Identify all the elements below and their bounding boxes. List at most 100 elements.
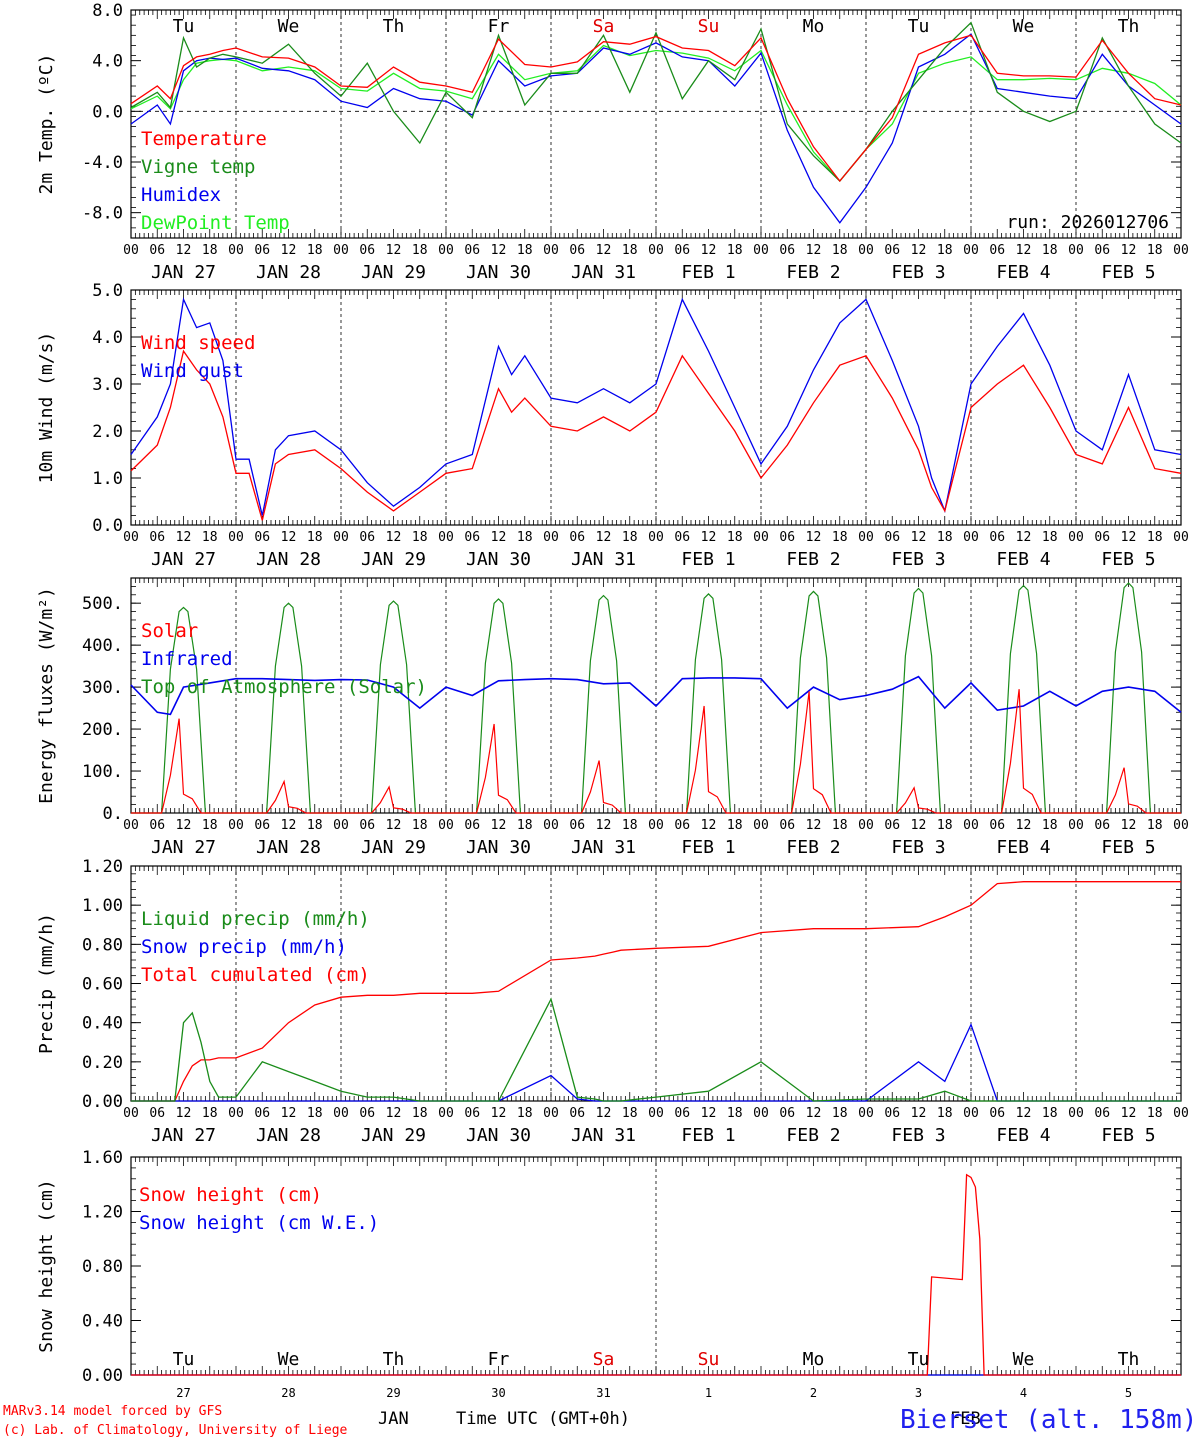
hour-label: 18 xyxy=(1042,818,1058,833)
hour-label: 12 xyxy=(701,818,717,833)
legend-entry: Wind gust xyxy=(141,360,244,382)
hour-label: 18 xyxy=(412,1106,428,1121)
hour-label: 18 xyxy=(622,1106,638,1121)
hour-label: 06 xyxy=(779,243,795,258)
hour-label: 00 xyxy=(543,530,559,545)
date-label: JAN 29 xyxy=(361,837,426,858)
date-label: FEB 4 xyxy=(996,549,1050,570)
hour-label: 00 xyxy=(858,530,874,545)
y-tick-label: 0.00 xyxy=(82,1092,123,1112)
y-tick-label: 0. xyxy=(103,804,123,824)
hour-label: 18 xyxy=(517,818,533,833)
legend-entry: Total cumulated (cm) xyxy=(141,964,370,986)
weekday-label: Mo xyxy=(803,1349,825,1370)
date-label: FEB 1 xyxy=(681,837,735,858)
hour-label: 06 xyxy=(569,1106,585,1121)
hour-label: 06 xyxy=(674,243,690,258)
hour-label: 06 xyxy=(884,530,900,545)
date-label: JAN 31 xyxy=(571,837,636,858)
hour-label: 12 xyxy=(386,530,402,545)
hour-label: 00 xyxy=(858,818,874,833)
hour-label: 06 xyxy=(464,1106,480,1121)
date-label: FEB 2 xyxy=(786,549,840,570)
hour-label: 18 xyxy=(517,243,533,258)
hour-label: 06 xyxy=(254,243,270,258)
hour-label: 00 xyxy=(228,1106,244,1121)
legend-entry: Temperature xyxy=(141,128,267,150)
date-label: JAN 27 xyxy=(151,262,216,283)
series-line-wind-speed xyxy=(130,349,1182,521)
hour-label: 18 xyxy=(202,243,218,258)
hour-label: 12 xyxy=(596,243,612,258)
date-label: FEB 4 xyxy=(996,1125,1050,1146)
y-tick-label: 8.0 xyxy=(92,1,123,21)
day-number-label: 27 xyxy=(176,1386,190,1400)
hour-label: 00 xyxy=(648,818,664,833)
y-tick-label: 0.0 xyxy=(92,102,123,122)
hour-label: 18 xyxy=(832,243,848,258)
date-label: FEB 5 xyxy=(1101,837,1155,858)
day-number-label: 3 xyxy=(915,1386,922,1400)
weekday-label: Th xyxy=(1118,16,1140,37)
y-tick-label: 0.60 xyxy=(82,975,123,995)
hour-label: 18 xyxy=(937,243,953,258)
legend-entry: Vigne temp xyxy=(141,156,255,178)
date-label: JAN 29 xyxy=(361,262,426,283)
hour-label: 00 xyxy=(228,243,244,258)
hour-label: 00 xyxy=(648,243,664,258)
day-number-label: 29 xyxy=(386,1386,400,1400)
y-tick-label: 0.80 xyxy=(82,935,123,955)
day-number-label: 28 xyxy=(281,1386,295,1400)
date-label: JAN 27 xyxy=(151,837,216,858)
hour-label: 06 xyxy=(674,818,690,833)
hour-label: 00 xyxy=(1068,530,1084,545)
hour-label: 18 xyxy=(937,1106,953,1121)
y-tick-label: 3.0 xyxy=(92,375,123,395)
hour-label: 12 xyxy=(911,530,927,545)
hour-label: 00 xyxy=(753,530,769,545)
weekday-label: We xyxy=(278,1349,300,1370)
hour-label: 18 xyxy=(832,818,848,833)
date-label: JAN 31 xyxy=(571,1125,636,1146)
hour-label: 00 xyxy=(228,818,244,833)
y-tick-label: 1.00 xyxy=(82,896,123,916)
hour-label: 12 xyxy=(386,818,402,833)
date-label: FEB 5 xyxy=(1101,1125,1155,1146)
hour-label: 00 xyxy=(228,530,244,545)
hour-label: 00 xyxy=(963,243,979,258)
hour-label: 12 xyxy=(806,243,822,258)
hour-label: 06 xyxy=(989,818,1005,833)
hour-label: 00 xyxy=(1173,243,1189,258)
hour-label: 18 xyxy=(412,243,428,258)
hour-label: 18 xyxy=(1147,1106,1163,1121)
hour-label: 06 xyxy=(359,818,375,833)
y-axis-label: 10m Wind (m/s) xyxy=(36,332,57,484)
month-label-jan: JAN xyxy=(378,1409,409,1429)
hour-label: 18 xyxy=(202,818,218,833)
hour-label: 12 xyxy=(1121,1106,1137,1121)
weekday-label: Th xyxy=(383,16,405,37)
hour-label: 18 xyxy=(1042,243,1058,258)
y-axis-label: Snow height (cm) xyxy=(36,1179,57,1352)
date-label: FEB 3 xyxy=(891,837,945,858)
date-label: JAN 28 xyxy=(256,1125,321,1146)
hour-label: 06 xyxy=(989,530,1005,545)
month-label-feb: FEB xyxy=(950,1409,981,1429)
hour-label: 06 xyxy=(254,818,270,833)
weekday-label: Su xyxy=(698,1349,720,1370)
y-tick-label: 4.0 xyxy=(92,328,123,348)
day-number-label: 5 xyxy=(1125,1386,1132,1400)
y-tick-label: 0.00 xyxy=(82,1366,123,1386)
hour-label: 00 xyxy=(1068,1106,1084,1121)
hour-label: 18 xyxy=(1147,818,1163,833)
hour-label: 06 xyxy=(779,1106,795,1121)
hour-label: 00 xyxy=(438,1106,454,1121)
series-line-wind-gust xyxy=(130,297,1182,516)
hour-label: 12 xyxy=(1016,530,1032,545)
y-tick-label: 500. xyxy=(82,594,123,614)
weekday-label: Th xyxy=(1118,1349,1140,1370)
hour-label: 00 xyxy=(438,243,454,258)
hour-label: 18 xyxy=(307,1106,323,1121)
date-label: JAN 27 xyxy=(151,1125,216,1146)
hour-label: 06 xyxy=(1094,1106,1110,1121)
